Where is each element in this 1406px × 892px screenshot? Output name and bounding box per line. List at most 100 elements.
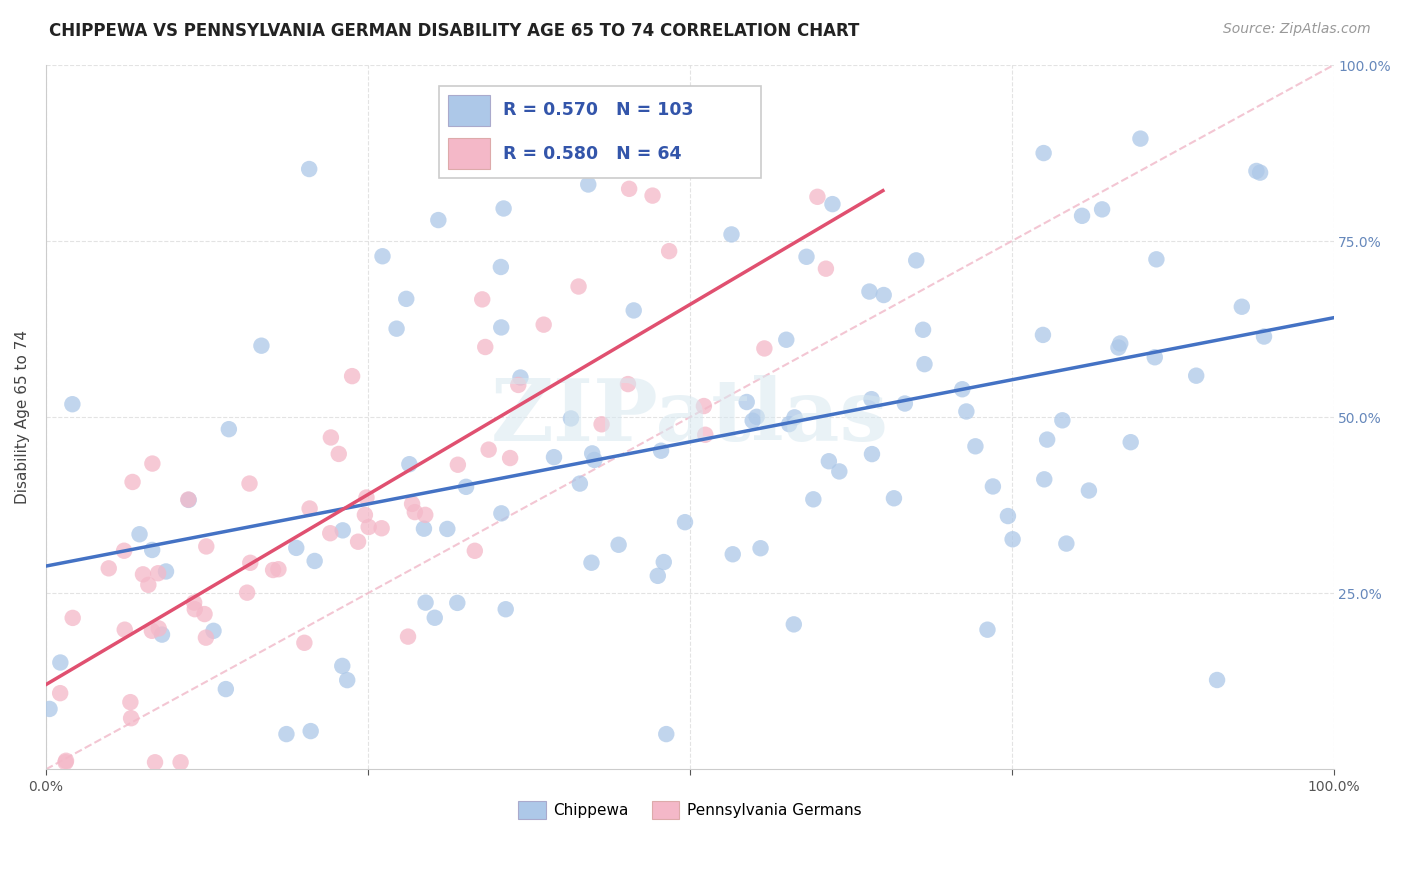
Point — [97, 561, 120, 575]
Point — [299, 724, 322, 739]
Point — [495, 602, 517, 616]
Point — [1129, 131, 1152, 145]
Point — [607, 538, 630, 552]
Point — [576, 178, 599, 192]
Point — [436, 522, 458, 536]
Point — [60, 397, 83, 411]
Point — [965, 439, 987, 453]
Point — [38, 702, 60, 716]
Point — [332, 524, 354, 538]
Point — [623, 303, 645, 318]
Point — [413, 508, 436, 522]
Point — [250, 339, 273, 353]
Point — [735, 395, 758, 409]
Point — [568, 476, 591, 491]
Point — [641, 188, 664, 202]
Point — [567, 279, 589, 293]
Point — [215, 682, 238, 697]
Point — [401, 497, 423, 511]
Point — [195, 540, 218, 554]
Point — [276, 727, 298, 741]
Point — [695, 427, 717, 442]
Point — [138, 578, 160, 592]
Point — [194, 631, 217, 645]
Point — [319, 526, 342, 541]
Point — [499, 450, 522, 465]
Point — [873, 288, 896, 302]
Point — [1107, 341, 1129, 355]
Point — [239, 556, 262, 570]
Point — [821, 197, 844, 211]
Point — [49, 686, 72, 700]
Point — [354, 508, 377, 522]
Point — [298, 501, 321, 516]
Point — [395, 292, 418, 306]
Point — [357, 520, 380, 534]
Point — [647, 569, 669, 583]
Point — [62, 611, 84, 625]
Point — [49, 656, 72, 670]
Point — [1054, 536, 1077, 550]
Y-axis label: Disability Age 65 to 74: Disability Age 65 to 74 — [15, 330, 30, 504]
Point — [292, 636, 315, 650]
Point — [914, 357, 936, 371]
Point — [454, 480, 477, 494]
Point — [1032, 327, 1054, 342]
Point — [894, 396, 917, 410]
Point — [141, 543, 163, 558]
Point — [193, 607, 215, 621]
Point — [148, 622, 170, 636]
Point — [492, 202, 515, 216]
Point — [169, 756, 191, 770]
Point — [509, 370, 531, 384]
Point — [183, 596, 205, 610]
Point — [1052, 413, 1074, 427]
Point — [396, 630, 419, 644]
Point — [508, 378, 530, 392]
Point — [112, 543, 135, 558]
Point — [997, 509, 1019, 524]
Point — [464, 543, 486, 558]
Point — [801, 492, 824, 507]
Point — [581, 446, 603, 460]
Point — [543, 450, 565, 465]
Point — [267, 562, 290, 576]
Point — [55, 756, 77, 770]
Legend: Chippewa, Pennsylvania Germans: Chippewa, Pennsylvania Germans — [512, 795, 868, 825]
Point — [413, 522, 436, 536]
Point — [491, 320, 513, 334]
Point — [741, 414, 763, 428]
Point — [950, 382, 973, 396]
Point — [778, 417, 800, 431]
Point — [981, 479, 1004, 493]
Point — [114, 623, 136, 637]
Point — [491, 507, 513, 521]
Point — [796, 250, 818, 264]
Point — [132, 567, 155, 582]
Point — [883, 491, 905, 506]
Text: CHIPPEWA VS PENNSYLVANIA GERMAN DISABILITY AGE 65 TO 74 CORRELATION CHART: CHIPPEWA VS PENNSYLVANIA GERMAN DISABILI… — [49, 22, 859, 40]
Point — [693, 399, 716, 413]
Point — [1246, 164, 1268, 178]
Point — [415, 596, 437, 610]
Point — [202, 624, 225, 638]
Point — [356, 491, 378, 505]
Point — [184, 602, 207, 616]
Point — [617, 377, 640, 392]
Point — [1036, 433, 1059, 447]
Point — [177, 492, 200, 507]
Point — [560, 411, 582, 425]
Point — [828, 465, 851, 479]
Point — [340, 369, 363, 384]
Point — [783, 410, 806, 425]
Point — [177, 492, 200, 507]
Point — [775, 333, 797, 347]
Point — [749, 541, 772, 556]
Point — [447, 458, 470, 472]
Point — [860, 447, 883, 461]
Point — [371, 249, 394, 263]
Point — [721, 547, 744, 561]
Point — [1071, 209, 1094, 223]
Point — [155, 565, 177, 579]
Point — [141, 457, 163, 471]
